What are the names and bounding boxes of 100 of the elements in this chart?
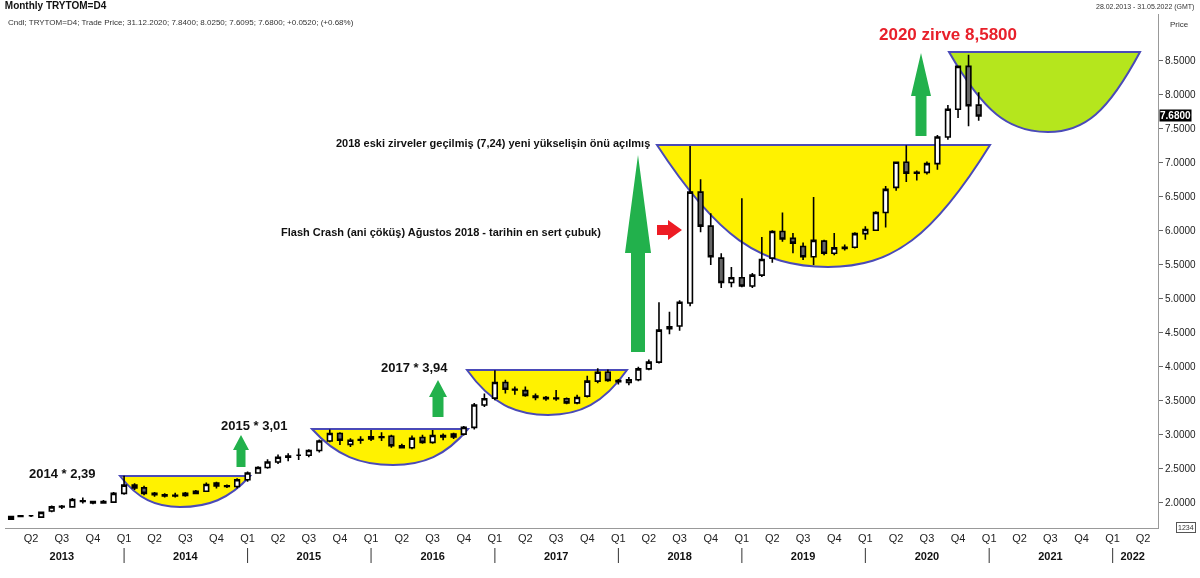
- candlestick: [295, 447, 302, 461]
- candlestick: [728, 266, 735, 289]
- x-tick-label: Q4: [85, 532, 101, 545]
- candlestick: [810, 196, 817, 266]
- candlestick: [367, 429, 375, 442]
- x2-tick-label: 2020: [914, 550, 940, 562]
- candlestick: [244, 470, 251, 483]
- candlestick: [686, 145, 694, 308]
- candlestick: [131, 482, 138, 491]
- x-tick-label: Q1: [1105, 532, 1120, 545]
- x-tick-label: Q4: [332, 532, 348, 545]
- candlestick: [645, 358, 652, 372]
- y-tick-label: 4.0000: [1165, 360, 1197, 372]
- x-tick-label: Q4: [209, 532, 224, 545]
- x-tick-label: Q3: [301, 532, 317, 545]
- candlestick: [419, 434, 426, 445]
- candlestick: [604, 368, 612, 383]
- x-tick-label: Q3: [548, 532, 564, 545]
- candlestick: [872, 210, 879, 232]
- candlestick: [769, 229, 776, 264]
- y-tick-label: 4.5000: [1165, 326, 1197, 338]
- candlestick: [913, 169, 920, 182]
- x-tick-label: Q2: [764, 532, 780, 545]
- candlestick: [347, 437, 354, 448]
- x2-tick-label: 2018: [667, 550, 692, 562]
- candlestick: [584, 374, 591, 399]
- candlestick: [440, 432, 447, 442]
- candlestick: [893, 160, 900, 192]
- y-tick-label: 5.5000: [1165, 258, 1197, 270]
- candlestick: [789, 232, 797, 255]
- candlestick: [471, 402, 478, 431]
- candlestick: [264, 458, 271, 470]
- candlestick: [336, 431, 344, 446]
- candlestick: [120, 474, 128, 496]
- x-tick-label: Q1: [981, 532, 997, 545]
- candlestick: [233, 477, 241, 490]
- x-tick-label: Q4: [703, 532, 719, 545]
- x2-tick-label: 2014: [173, 550, 199, 562]
- candlestick: [934, 134, 941, 171]
- y-tick-label: 8.5000: [1165, 54, 1197, 66]
- annotation: 7.6800: [1160, 110, 1192, 121]
- x-tick-label: Q1: [858, 532, 873, 545]
- candlestick: [429, 429, 436, 445]
- chart-title: Monthly TRYTOM=D4: [4, 0, 107, 11]
- x-tick-label: Q2: [23, 532, 39, 545]
- candlestick: [923, 160, 931, 176]
- x-tick-label: Q4: [456, 532, 472, 545]
- candlestick: [100, 499, 107, 505]
- y-tick-label: 5.0000: [1165, 292, 1197, 304]
- x-tick-label: Q3: [672, 532, 687, 545]
- x-tick-label: Q1: [240, 532, 255, 545]
- candlestick: [718, 252, 725, 289]
- x-tick-label: Q1: [611, 532, 626, 545]
- candlestick: [378, 431, 385, 442]
- candlestick: [450, 432, 457, 440]
- x-tick-label: Q1: [363, 532, 379, 545]
- y-axis-title: Price: [1170, 20, 1189, 29]
- x2-tick-label: 2021: [1038, 550, 1063, 562]
- candlestick: [831, 232, 838, 257]
- annotation: 2017 * 3,94: [381, 360, 449, 375]
- candlestick: [274, 453, 282, 465]
- candlestick: [975, 91, 982, 122]
- candlestick: [213, 480, 220, 490]
- y-tick-label: 3.5000: [1165, 394, 1197, 406]
- candlestick: [398, 442, 405, 450]
- candlestick: [140, 485, 148, 497]
- candlestick: [48, 504, 55, 514]
- annotation: 2020 zirve 8,5800: [879, 25, 1018, 44]
- candlestick: [285, 452, 292, 463]
- candlestick: [594, 367, 601, 384]
- candlestick: [799, 241, 807, 261]
- y-tick-label: 6.0000: [1165, 224, 1197, 236]
- candlestick: [408, 434, 416, 450]
- candlestick: [79, 496, 86, 505]
- y-tick-label: 3.0000: [1165, 428, 1197, 440]
- candlestick: [738, 197, 745, 289]
- candlestick: [882, 185, 889, 229]
- x-tick-label: Q1: [487, 532, 503, 545]
- candlestick: [841, 243, 848, 252]
- candlestick: [326, 428, 333, 444]
- candlestick: [749, 272, 756, 289]
- y-tick-label: 7.0000: [1165, 156, 1197, 168]
- candlestick: [615, 378, 622, 386]
- candlestick: [532, 392, 539, 401]
- x2-tick-label: 2015: [296, 550, 322, 562]
- candlestick: [254, 465, 262, 475]
- candlestick: [707, 212, 714, 266]
- candlestick: [666, 310, 673, 336]
- x-tick-label: Q1: [734, 532, 750, 545]
- x-tick-label: Q4: [1074, 532, 1089, 545]
- x-tick-label: Q3: [1043, 532, 1058, 545]
- annotation: 2018 eski zirveler geçilmiş (7,24) yeni yükselişin önü açılmış: [336, 137, 651, 149]
- candlestick: [820, 238, 828, 257]
- candlestick: [192, 489, 199, 495]
- candlestick: [316, 438, 323, 454]
- y-tick-label: 2.5000: [1165, 462, 1197, 474]
- candlestick: [676, 299, 683, 332]
- y-tick-label: 8.0000: [1165, 88, 1197, 100]
- x-tick-label: Q2: [1135, 532, 1151, 545]
- x-tick-label: Q3: [177, 532, 193, 545]
